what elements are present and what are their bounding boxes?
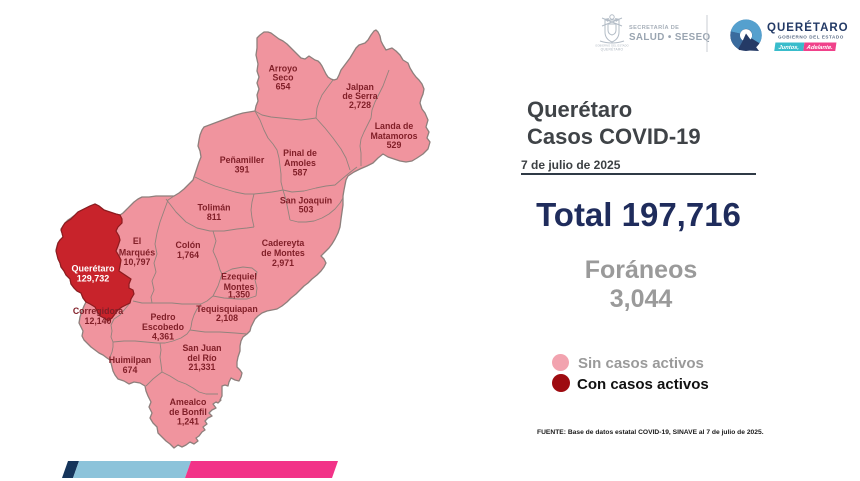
svg-text:1,350: 1,350 bbox=[228, 290, 250, 300]
svg-text:811: 811 bbox=[207, 212, 221, 222]
svg-text:654: 654 bbox=[276, 82, 291, 92]
svg-text:Adelante.: Adelante. bbox=[805, 45, 833, 51]
svg-text:Escobedo: Escobedo bbox=[142, 322, 185, 332]
svg-text:Marqués: Marqués bbox=[119, 248, 155, 258]
svg-text:129,732: 129,732 bbox=[77, 274, 110, 284]
svg-text:Pedro: Pedro bbox=[151, 312, 177, 322]
svg-text:4,361: 4,361 bbox=[152, 332, 174, 342]
svg-text:2,728: 2,728 bbox=[349, 100, 371, 110]
svg-text:Cadereyta: Cadereyta bbox=[262, 238, 305, 248]
svg-text:San Joaquín: San Joaquín bbox=[280, 196, 332, 206]
svg-text:529: 529 bbox=[387, 140, 402, 150]
svg-text:503: 503 bbox=[299, 205, 314, 215]
svg-text:391: 391 bbox=[235, 165, 250, 175]
svg-text:Tequisquiapan: Tequisquiapan bbox=[196, 304, 257, 314]
svg-text:Jalpan: Jalpan bbox=[346, 82, 374, 92]
svg-text:de Bonfil: de Bonfil bbox=[169, 407, 207, 417]
svg-text:1,241: 1,241 bbox=[177, 417, 199, 427]
svg-text:Seco: Seco bbox=[272, 73, 294, 83]
svg-text:Juntos,: Juntos, bbox=[778, 45, 800, 51]
svg-text:QUERÉTARO: QUERÉTARO bbox=[767, 21, 849, 34]
svg-text:Landa de: Landa de bbox=[375, 121, 414, 131]
svg-text:GOBIERNO DEL ESTADO: GOBIERNO DEL ESTADO bbox=[778, 35, 844, 40]
svg-text:Arroyo: Arroyo bbox=[269, 64, 298, 74]
svg-text:El: El bbox=[133, 236, 141, 246]
svg-text:12,140: 12,140 bbox=[85, 316, 112, 326]
svg-text:Colón: Colón bbox=[176, 240, 201, 250]
svg-text:Amealco: Amealco bbox=[170, 397, 207, 407]
svg-text:587: 587 bbox=[293, 168, 308, 178]
svg-text:Corregidora: Corregidora bbox=[73, 306, 123, 316]
svg-text:San Juan: San Juan bbox=[182, 343, 221, 353]
svg-text:Huimilpan: Huimilpan bbox=[109, 355, 152, 365]
svg-text:21,331: 21,331 bbox=[189, 362, 216, 372]
svg-text:1,764: 1,764 bbox=[177, 250, 199, 260]
svg-text:Querétaro: Querétaro bbox=[71, 264, 115, 274]
svg-text:Montes: Montes bbox=[224, 282, 255, 292]
svg-text:2,108: 2,108 bbox=[216, 313, 238, 323]
svg-text:de Serra: de Serra bbox=[342, 91, 377, 101]
svg-text:Peñamiller: Peñamiller bbox=[220, 155, 265, 165]
svg-text:de Montes: de Montes bbox=[261, 248, 305, 258]
svg-text:674: 674 bbox=[123, 365, 138, 375]
svg-text:del Río: del Río bbox=[187, 353, 217, 363]
svg-text:SALUD • SESEQ: SALUD • SESEQ bbox=[629, 32, 711, 43]
svg-text:SECRETARÍA DE: SECRETARÍA DE bbox=[629, 23, 679, 31]
svg-text:2,971: 2,971 bbox=[272, 258, 294, 268]
svg-text:Amoles: Amoles bbox=[284, 158, 316, 168]
svg-text:GOBIERNO DEL ESTADO: GOBIERNO DEL ESTADO bbox=[595, 45, 629, 48]
svg-text:Matamoros: Matamoros bbox=[371, 131, 418, 141]
svg-text:Tolimán: Tolimán bbox=[197, 203, 230, 213]
svg-text:Ezequiel: Ezequiel bbox=[221, 272, 257, 282]
svg-text:10,797: 10,797 bbox=[124, 257, 151, 267]
svg-text:QUERÉTARO: QUERÉTARO bbox=[601, 47, 624, 52]
svg-text:Pinal de: Pinal de bbox=[283, 148, 317, 158]
